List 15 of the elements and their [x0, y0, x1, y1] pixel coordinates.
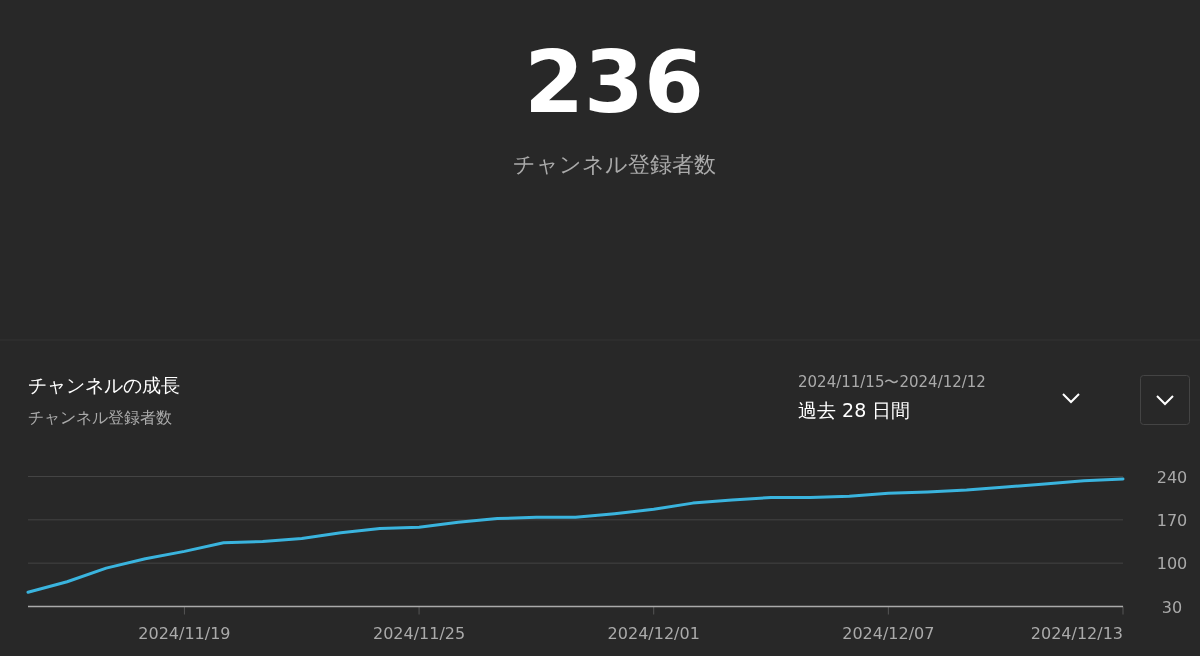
xtick: 2024/12/13 [1030, 623, 1123, 643]
annotation: チャンネルの成長 [28, 374, 180, 396]
xtick: 2024/12/07 [842, 623, 935, 643]
xtick: 2024/11/19 [138, 623, 231, 643]
ytick: 100 [1156, 554, 1188, 574]
annotation: 2024/11/15〜2024/12/12 [798, 373, 986, 391]
xtick: 2024/12/01 [607, 623, 700, 643]
subtitle: チャンネル登録者数 [512, 152, 716, 177]
ytick: 170 [1156, 510, 1188, 530]
annotation: 過去 28 日間 [798, 399, 911, 421]
annotation: チャンネル登録者数 [28, 408, 172, 427]
xtick: 2024/11/25 [372, 623, 466, 643]
ytick: 240 [1156, 467, 1188, 487]
title: 236 [524, 32, 704, 132]
ytick: 30 [1161, 597, 1183, 617]
